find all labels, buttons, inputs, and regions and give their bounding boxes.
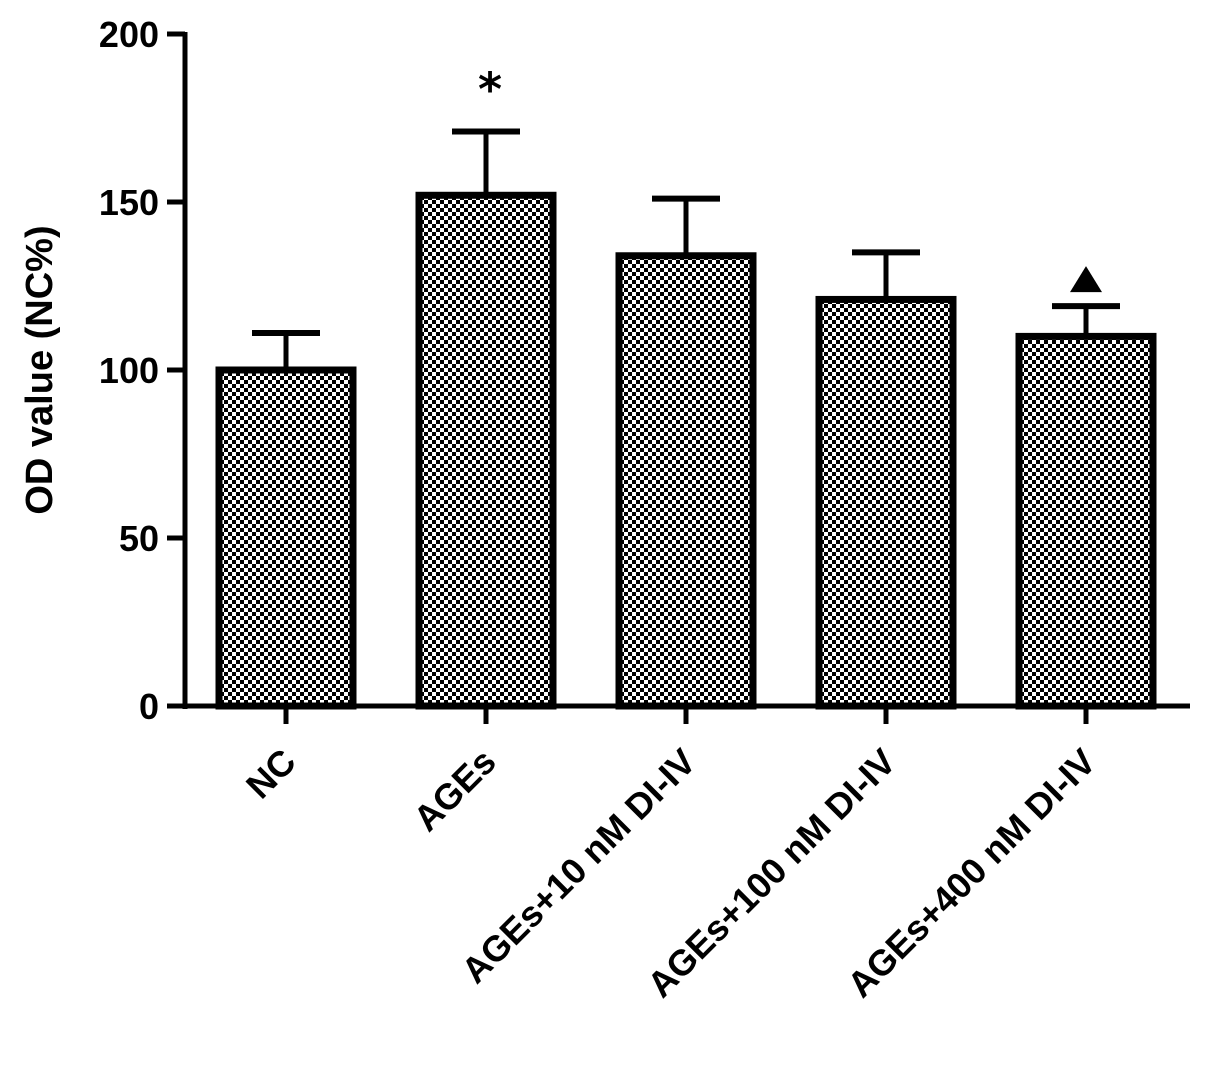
bar-4 [1015,332,1157,710]
significance-asterisk-1: * [478,62,502,116]
y-tick-label-0: 0 [139,686,159,727]
y-axis: 0 50 100 150 200 [99,14,188,727]
x-category-label-0: NC [238,741,304,807]
bar-0 [215,366,357,710]
bar-3 [815,295,957,710]
x-category-label-1: AGEs [405,741,503,839]
y-tick-label-200: 200 [99,14,159,55]
bars [215,191,1157,710]
significance-triangle-4 [1070,266,1102,293]
bar-1 [415,191,557,710]
y-tick-label-150: 150 [99,182,159,223]
y-tick-label-100: 100 [99,350,159,391]
bar-2 [615,252,757,710]
y-tick-label-50: 50 [119,518,159,559]
error-bars [252,128,1120,370]
annotations: * [478,62,1102,293]
y-axis-title: OD value (NC%) [19,225,61,514]
